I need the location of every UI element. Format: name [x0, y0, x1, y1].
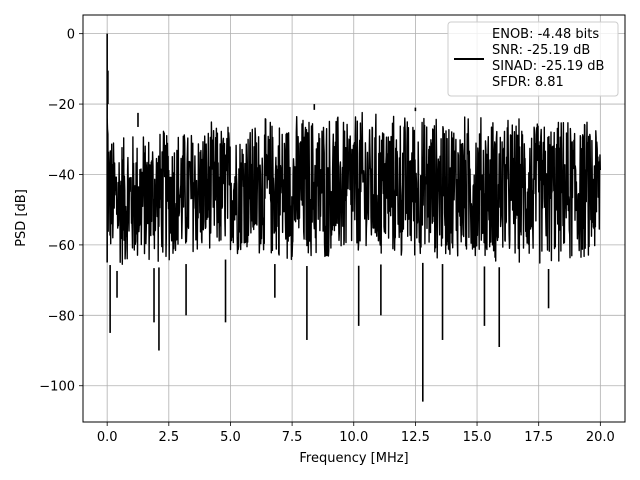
y-tick-label: −40 [48, 168, 75, 183]
y-axis-ticks: 0 −20 −40 −60 −80 −100 [39, 28, 83, 395]
legend: ENOB: -4.48 bits SNR: -25.19 dB SINAD: -25… [447, 21, 619, 97]
y-axis-label: PSD [dB] [14, 189, 29, 247]
x-tick-label: 17.5 [524, 430, 553, 445]
x-tick-label: 2.5 [158, 430, 179, 445]
psd-trace [106, 33, 601, 402]
x-axis-ticks: 0.0 2.5 5.0 7.5 10.0 12.5 15.0 17.5 20.0 [97, 422, 615, 445]
y-tick-label: −60 [48, 239, 75, 254]
y-tick-label: −100 [39, 380, 75, 395]
x-tick-label: 20.0 [586, 430, 615, 445]
legend-line-text: ENOB: -4.48 bits [492, 27, 599, 42]
legend-entry-text: ENOB: -4.48 bits SNR: -25.19 dB SINAD: -25… [492, 27, 604, 90]
legend-line-text: SNR: -25.19 dB [492, 43, 590, 58]
x-tick-label: 15.0 [463, 430, 492, 445]
legend-line-text: SINAD: -25.19 dB [492, 59, 604, 74]
x-tick-label: 7.5 [282, 430, 303, 445]
x-tick-label: 5.0 [220, 430, 241, 445]
y-tick-label: −80 [48, 309, 75, 324]
x-tick-label: 0.0 [97, 430, 118, 445]
x-axis-label: Frequency [MHz] [299, 451, 408, 466]
x-tick-label: 12.5 [401, 430, 430, 445]
legend-box [447, 21, 619, 97]
y-tick-label: 0 [67, 28, 75, 43]
x-tick-label: 10.0 [339, 430, 368, 445]
y-tick-label: −20 [48, 98, 75, 113]
legend-line-text: SFDR: 8.81 [492, 75, 564, 90]
psd-line [106, 111, 601, 265]
